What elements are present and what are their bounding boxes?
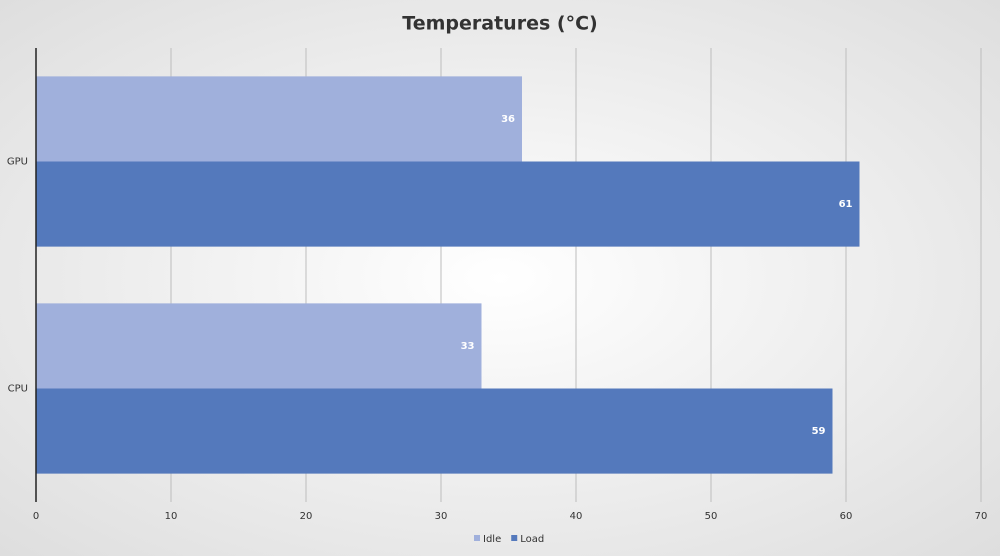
y-tick-label: CPU (8, 384, 28, 395)
legend-swatch (474, 535, 480, 541)
data-label: 61 (839, 199, 853, 210)
bar (36, 161, 860, 247)
bar (36, 303, 482, 389)
x-tick-label: 20 (300, 511, 313, 522)
chart-title: Temperatures (°C) (402, 13, 597, 35)
bar (36, 388, 833, 474)
y-tick-label: GPU (7, 157, 28, 168)
legend-label: Load (520, 534, 544, 545)
legend-swatch (511, 535, 518, 541)
x-tick-label: 10 (165, 511, 178, 522)
data-label: 33 (461, 341, 475, 352)
x-tick-label: 70 (975, 511, 988, 522)
legend-label: Idle (483, 534, 501, 545)
data-label: 36 (501, 114, 515, 125)
x-tick-label: 0 (33, 511, 39, 522)
x-tick-label: 60 (840, 511, 853, 522)
x-tick-label: 40 (570, 511, 583, 522)
bar (36, 76, 522, 162)
x-tick-label: 30 (435, 511, 448, 522)
x-tick-label: 50 (705, 511, 718, 522)
data-label: 59 (812, 426, 826, 437)
